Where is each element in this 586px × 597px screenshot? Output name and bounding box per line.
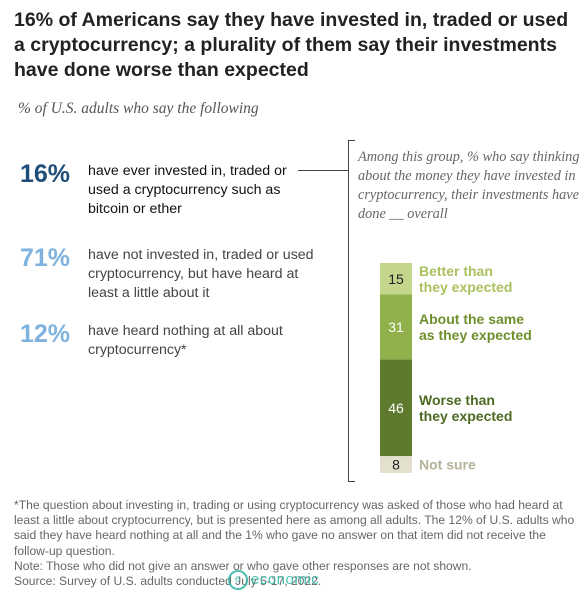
stat-percent: 16% xyxy=(20,160,71,188)
category-label: they expected xyxy=(419,408,512,424)
chart-subtitle: % of U.S. adults who say the following xyxy=(18,100,259,117)
stat-description: have heard nothing at all about cryptocu… xyxy=(88,323,283,358)
footnote-note: Note: Those who did not give an answer o… xyxy=(14,558,472,573)
chart-title: 16% of Americans say they have invested … xyxy=(14,9,569,81)
category-label: as they expected xyxy=(419,327,532,343)
category-label: About the same xyxy=(419,311,524,327)
economic-logo-icon: e xyxy=(228,570,248,590)
bar-value-label: 46 xyxy=(388,400,404,416)
stat-percent: 12% xyxy=(20,320,71,348)
stat-percent: 71% xyxy=(20,244,71,272)
category-label: they expected xyxy=(419,279,512,295)
bracket-bottom-tick xyxy=(348,481,355,482)
bar-value-label: 31 xyxy=(388,319,404,335)
bar-segment-1 xyxy=(380,294,412,360)
footnote-asterisk: *The question about investing in, tradin… xyxy=(14,498,575,558)
bracket-top-tick xyxy=(348,140,355,141)
bracket-line xyxy=(348,140,349,482)
bracket-note: Among this group, % who say thinking abo… xyxy=(358,149,580,222)
category-label: Not sure xyxy=(419,457,476,473)
category-label: Better than xyxy=(419,263,493,279)
bar-segment-3 xyxy=(380,456,412,473)
bar-segment-0 xyxy=(380,263,412,295)
stat-description: have ever invested in, traded or used a … xyxy=(88,163,287,217)
connector-line xyxy=(298,170,348,171)
bar-value-label: 8 xyxy=(392,457,400,473)
watermark-text: economic xyxy=(251,570,320,588)
watermark-logo: e economic xyxy=(228,570,319,590)
stat-description: have not invested in, traded or used cry… xyxy=(88,247,314,301)
bar-value-label: 15 xyxy=(388,271,404,287)
bar-segment-2 xyxy=(380,359,412,457)
category-label: Worse than xyxy=(419,392,495,408)
